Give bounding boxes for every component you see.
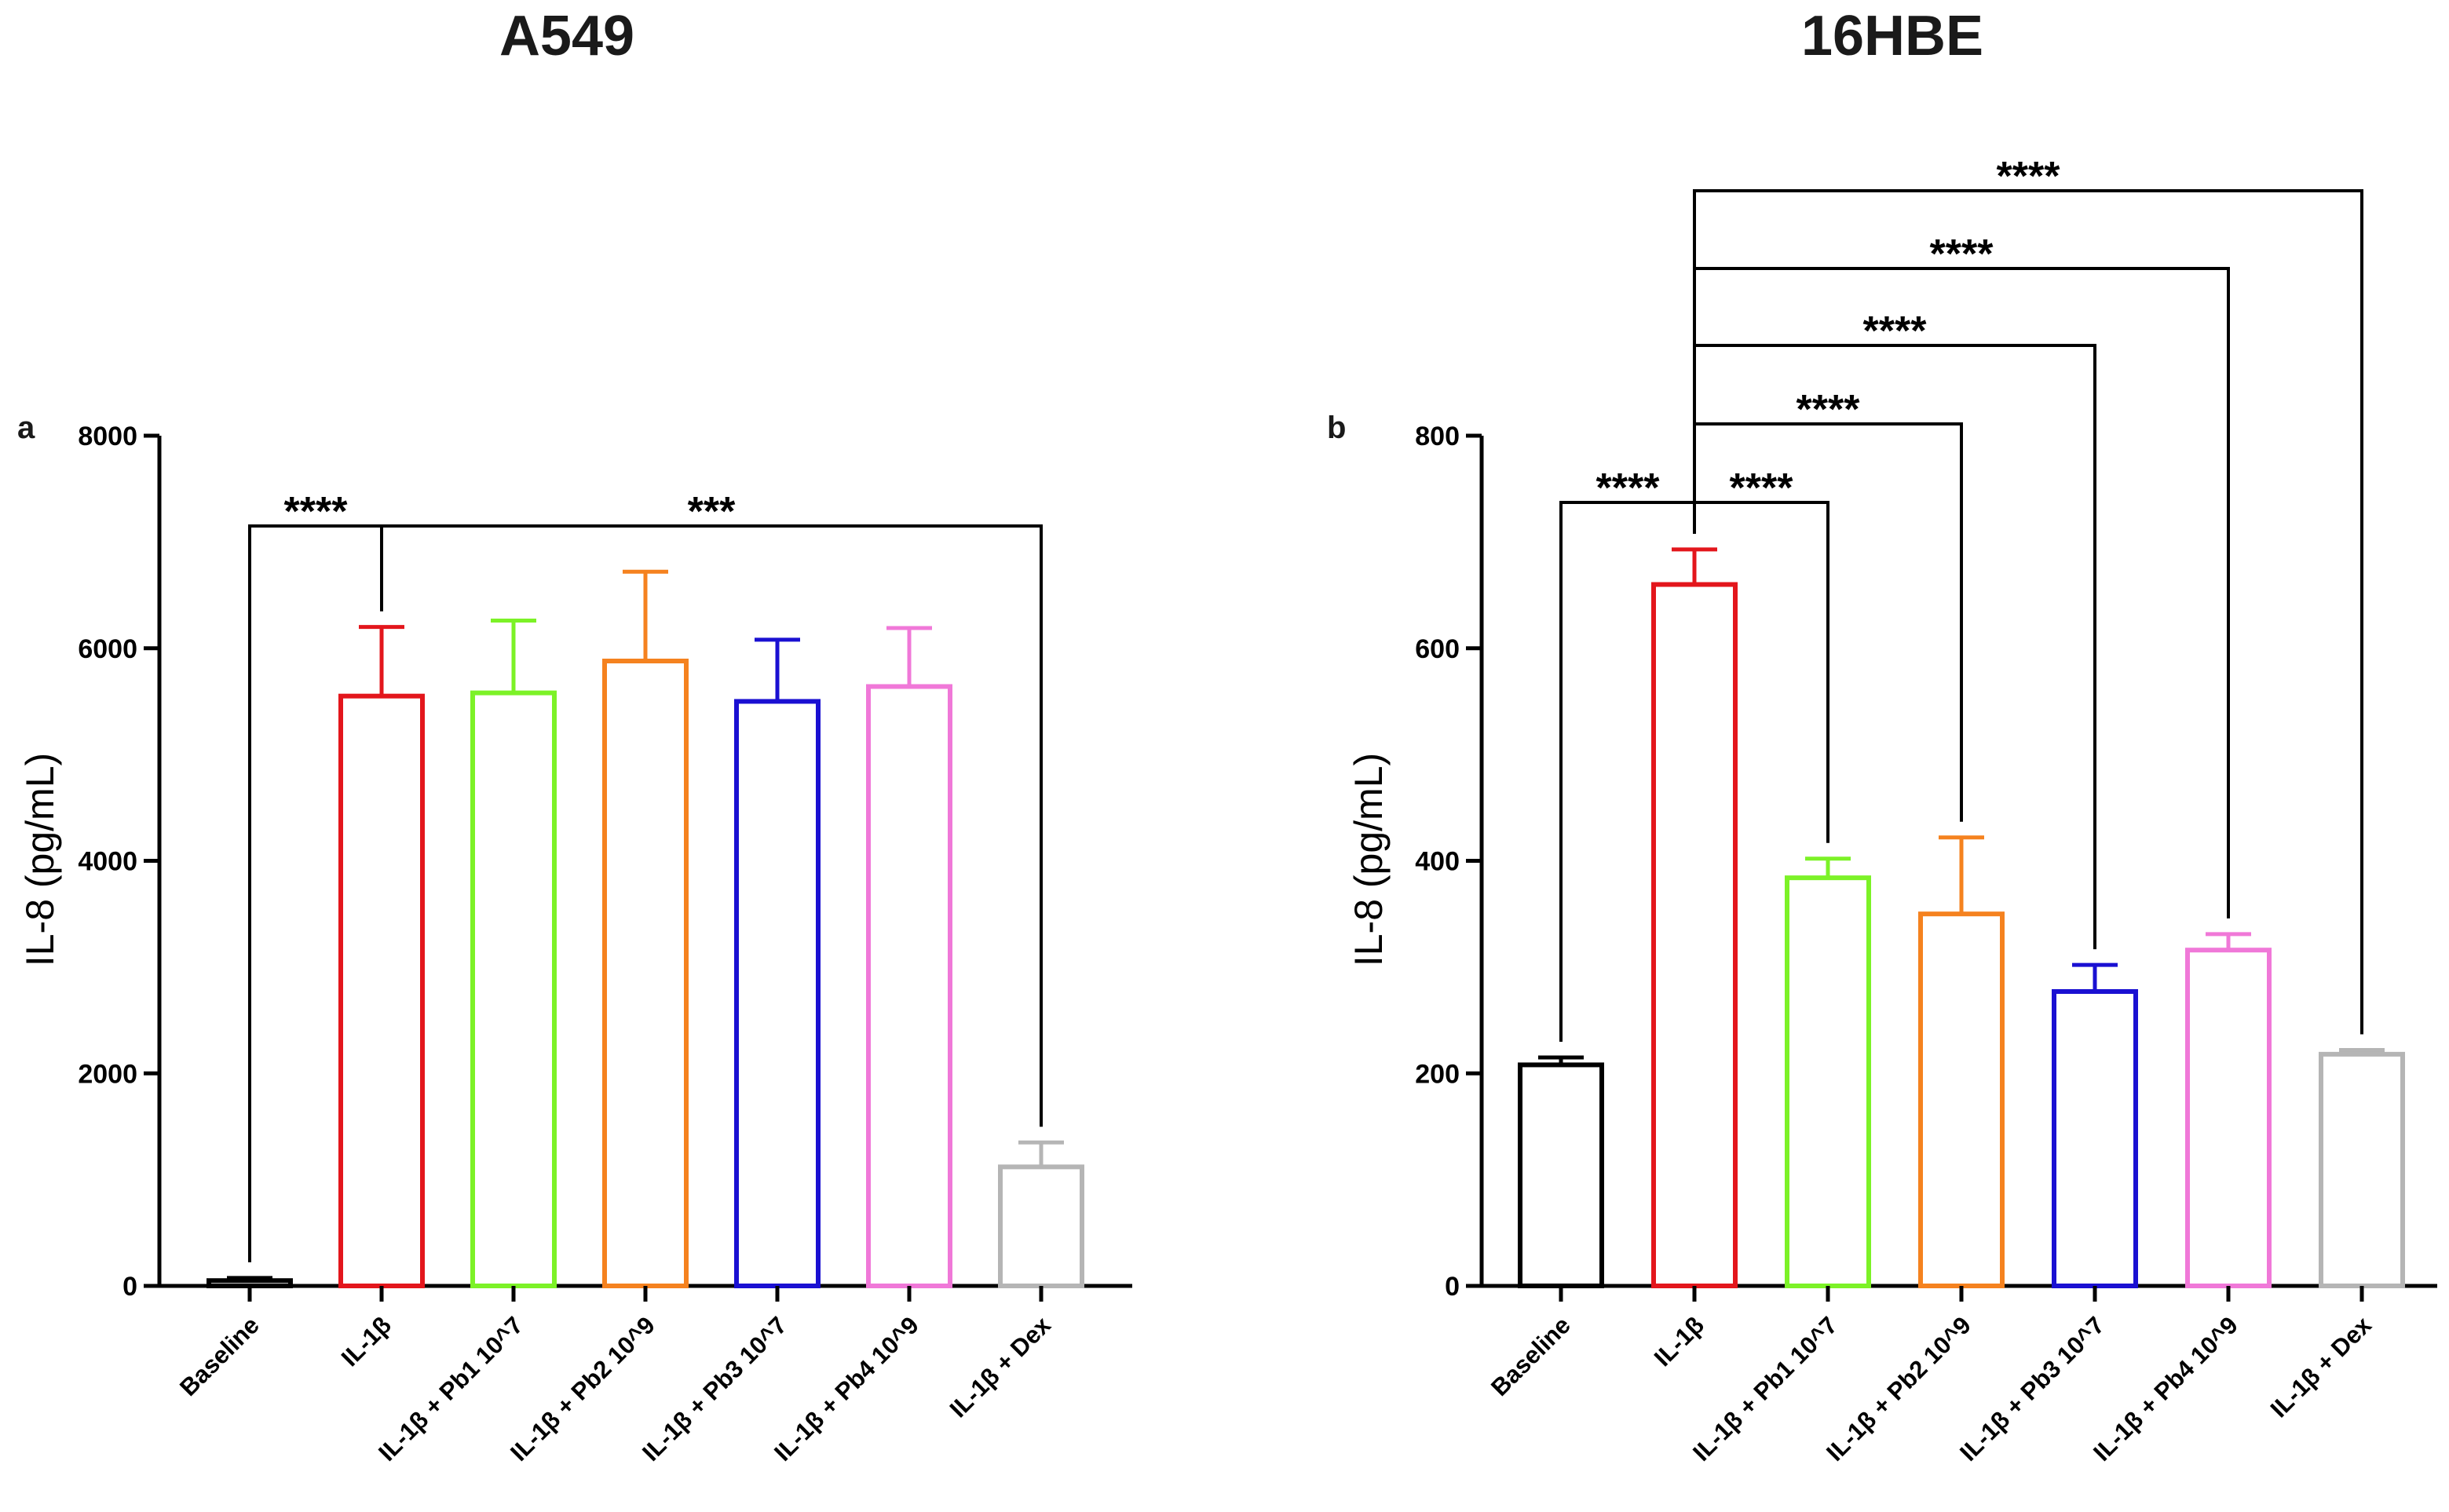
chart-title-a549: A549	[499, 5, 634, 68]
y-tick-label: 800	[1415, 422, 1460, 451]
y-tick-label: 600	[1415, 634, 1460, 664]
significance-label: ****	[284, 489, 349, 535]
significance-label: ****	[1863, 309, 1928, 354]
bar	[470, 690, 557, 1288]
significance-label: ****	[1930, 232, 1994, 277]
x-tick-label: IL-1β + Pb1 10^7	[1687, 1311, 1843, 1466]
x-tick-label: Baseline	[1486, 1311, 1576, 1401]
x-tick-label: IL-1β	[1649, 1311, 1709, 1371]
significance-bracket	[1693, 344, 2096, 950]
bar	[998, 1164, 1084, 1288]
y-tick-label: 4000	[78, 847, 137, 877]
x-tick-label: IL-1β + Dex	[2265, 1311, 2378, 1423]
bar	[1518, 1062, 1604, 1289]
y-tick-label: 6000	[78, 634, 137, 664]
panel-label-a: a	[17, 411, 35, 445]
y-axis-label-a: IL-8 (pg/mL)	[18, 753, 62, 966]
bar	[866, 684, 952, 1288]
bar	[338, 693, 425, 1288]
x-tick-label: IL-1β + Pb2 10^9	[505, 1311, 660, 1466]
y-axis-label-b: IL-8 (pg/mL)	[1347, 753, 1391, 966]
bar	[1918, 911, 2005, 1288]
panel-label-b: b	[1327, 411, 1346, 445]
significance-bracket	[1693, 189, 2363, 1035]
bar	[2319, 1051, 2405, 1288]
significance-label: ****	[1730, 466, 1794, 511]
significance-bracket	[380, 524, 1043, 1127]
y-tick-label: 2000	[78, 1059, 137, 1089]
bar	[2185, 948, 2272, 1288]
x-tick-label: IL-1β + Pb1 10^7	[373, 1311, 528, 1466]
significance-bracket	[248, 524, 383, 1262]
y-tick-label: 0	[122, 1272, 137, 1302]
x-tick-label: IL-1β + Pb3 10^7	[637, 1311, 792, 1466]
significance-label: ****	[1997, 154, 2061, 199]
y-tick-label: 8000	[78, 422, 137, 451]
bar	[1651, 582, 1738, 1288]
bar	[602, 658, 689, 1288]
y-tick-label: 400	[1415, 847, 1460, 877]
bar	[2052, 989, 2138, 1288]
significance-bracket	[1693, 501, 1829, 843]
x-tick-label: IL-1β + Pb3 10^7	[1954, 1311, 2110, 1466]
bar	[1785, 875, 1871, 1289]
x-tick-label: IL-1β	[336, 1311, 397, 1371]
x-tick-label: IL-1β + Pb2 10^9	[1821, 1311, 1976, 1466]
x-tick-label: IL-1β + Dex	[945, 1311, 1057, 1423]
significance-label: ****	[1797, 387, 1861, 433]
significance-label: ***	[688, 489, 736, 535]
significance-label: ****	[1596, 466, 1661, 511]
x-tick-label: IL-1β + Pb4 10^9	[2088, 1311, 2243, 1466]
chart-title-16hbe: 16HBE	[1801, 5, 1983, 68]
x-tick-label: IL-1β + Pb4 10^9	[769, 1311, 924, 1466]
x-tick-label: Baseline	[174, 1311, 265, 1401]
bar	[734, 699, 821, 1288]
bar	[207, 1278, 293, 1288]
y-tick-label: 0	[1445, 1272, 1460, 1302]
y-tick-label: 200	[1415, 1059, 1460, 1089]
